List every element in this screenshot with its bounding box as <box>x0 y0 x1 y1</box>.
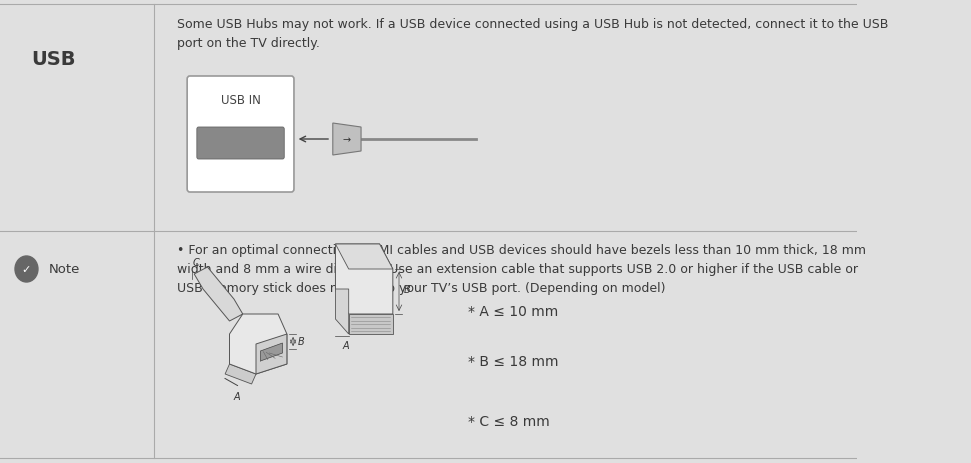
Text: C: C <box>192 257 199 268</box>
Text: USB: USB <box>31 50 76 69</box>
Polygon shape <box>194 268 243 321</box>
Polygon shape <box>333 124 361 156</box>
Polygon shape <box>229 314 286 374</box>
Text: A: A <box>233 391 240 401</box>
FancyBboxPatch shape <box>187 77 294 193</box>
Polygon shape <box>349 314 393 334</box>
Polygon shape <box>335 244 393 269</box>
Polygon shape <box>335 289 349 334</box>
Text: Note: Note <box>49 263 80 276</box>
Text: ✓: ✓ <box>21 264 31 275</box>
Polygon shape <box>225 364 256 384</box>
Polygon shape <box>260 343 283 361</box>
Circle shape <box>15 257 38 282</box>
FancyBboxPatch shape <box>197 128 285 160</box>
Polygon shape <box>256 334 286 374</box>
Text: A: A <box>343 340 350 350</box>
Text: →: → <box>343 135 351 144</box>
Text: * C ≤ 8 mm: * C ≤ 8 mm <box>468 414 550 428</box>
Polygon shape <box>335 244 393 314</box>
Text: USB IN: USB IN <box>220 94 260 107</box>
Text: * A ≤ 10 mm: * A ≤ 10 mm <box>468 304 558 319</box>
Text: * B ≤ 18 mm: * B ≤ 18 mm <box>468 354 558 368</box>
Text: Some USB Hubs may not work. If a USB device connected using a USB Hub is not det: Some USB Hubs may not work. If a USB dev… <box>177 18 887 50</box>
Text: B: B <box>403 284 410 294</box>
Text: • For an optimal connection, HDMI cables and USB devices should have bezels less: • For an optimal connection, HDMI cables… <box>177 244 865 294</box>
Text: B: B <box>297 336 304 346</box>
